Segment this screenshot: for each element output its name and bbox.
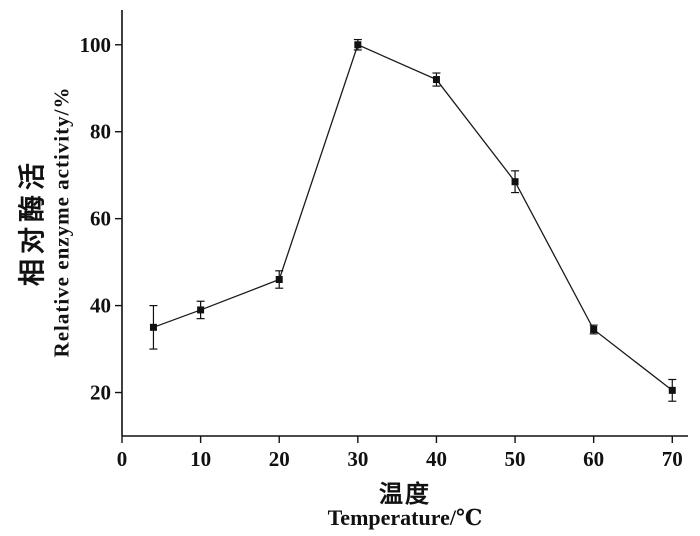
data-point-marker [668,386,676,394]
y-tick-label: 100 [80,33,112,57]
data-point-marker [275,276,283,284]
x-tick-label: 40 [426,447,447,471]
x-tick-label: 50 [505,447,526,471]
y-tick-label: 20 [90,381,111,405]
y-tick-label: 60 [90,207,111,231]
x-tick-label: 30 [347,447,368,471]
y-axis-label-english: Relative enzyme activity/% [49,86,74,358]
y-tick-label: 80 [90,120,111,144]
data-point-marker [432,76,440,84]
data-point-marker [590,326,598,333]
x-tick-label: 60 [583,447,604,471]
series-line [153,43,673,391]
data-point-marker [511,178,519,186]
data-point-marker [354,41,362,49]
x-axis-label-chinese: 温度 [379,482,431,508]
x-tick-label: 70 [662,447,683,471]
x-tick-label: 10 [190,447,211,471]
data-point-marker [197,306,205,314]
x-tick-label: 20 [269,447,290,471]
y-tick-label: 40 [90,294,111,318]
x-axis-label-english: Temperature/℃ [327,505,483,530]
data-point-marker [149,323,157,331]
y-axis-label-chinese: 相对酶活 [17,158,48,286]
x-tick-label: 0 [117,447,128,471]
